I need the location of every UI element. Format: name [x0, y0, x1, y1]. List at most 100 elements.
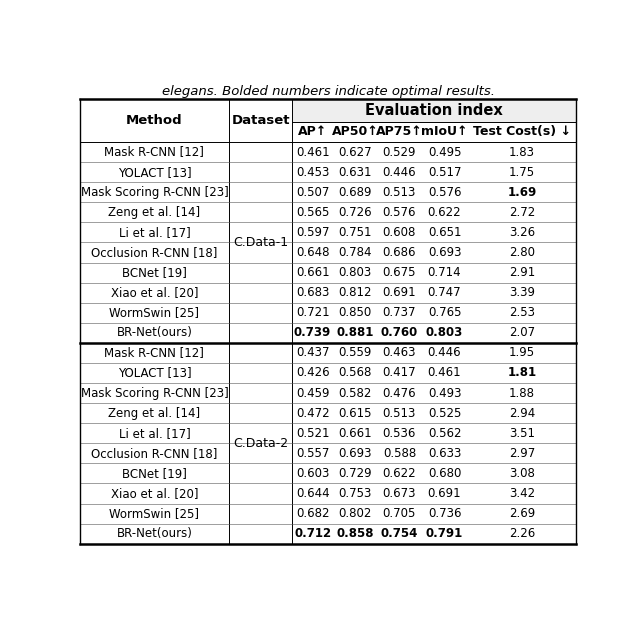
- Text: 0.459: 0.459: [296, 387, 330, 400]
- Text: 0.737: 0.737: [383, 306, 416, 319]
- Text: 0.446: 0.446: [383, 166, 416, 179]
- Text: YOLACT [13]: YOLACT [13]: [118, 366, 191, 379]
- Text: 3.39: 3.39: [509, 286, 535, 299]
- Text: WormSwin [25]: WormSwin [25]: [109, 306, 200, 319]
- Text: AP50↑: AP50↑: [332, 126, 379, 139]
- Text: 0.461: 0.461: [296, 145, 330, 158]
- Text: 0.559: 0.559: [339, 347, 372, 360]
- Text: Mask Scoring R-CNN [23]: Mask Scoring R-CNN [23]: [81, 186, 228, 199]
- Text: 0.675: 0.675: [383, 266, 416, 279]
- Text: 0.791: 0.791: [426, 527, 463, 540]
- Text: 0.651: 0.651: [428, 226, 461, 239]
- Text: elegans. Bolded numbers indicate optimal results.: elegans. Bolded numbers indicate optimal…: [161, 85, 495, 98]
- Text: BR-Net(ours): BR-Net(ours): [116, 326, 193, 339]
- Text: YOLACT [13]: YOLACT [13]: [118, 166, 191, 179]
- Text: 0.608: 0.608: [383, 226, 416, 239]
- Text: 2.72: 2.72: [509, 206, 535, 219]
- Text: 1.81: 1.81: [508, 366, 536, 379]
- Text: C.Data-2: C.Data-2: [233, 437, 288, 450]
- Text: 0.729: 0.729: [339, 467, 372, 480]
- Text: 1.88: 1.88: [509, 387, 535, 400]
- Text: 0.673: 0.673: [383, 487, 416, 500]
- Text: 0.693: 0.693: [339, 447, 372, 460]
- Text: 0.521: 0.521: [296, 426, 330, 439]
- Text: 0.661: 0.661: [339, 426, 372, 439]
- Text: Mask R-CNN [12]: Mask R-CNN [12]: [104, 347, 204, 360]
- Text: 0.536: 0.536: [383, 426, 416, 439]
- Text: 0.525: 0.525: [428, 407, 461, 420]
- Text: 0.739: 0.739: [294, 326, 332, 339]
- Text: 0.726: 0.726: [339, 206, 372, 219]
- Text: 0.682: 0.682: [296, 507, 330, 520]
- Text: AP↑: AP↑: [298, 126, 327, 139]
- Text: 0.648: 0.648: [296, 246, 330, 259]
- Text: 0.529: 0.529: [383, 145, 416, 158]
- Text: 2.94: 2.94: [509, 407, 535, 420]
- Text: 0.446: 0.446: [428, 347, 461, 360]
- Text: 0.463: 0.463: [383, 347, 416, 360]
- Text: 0.622: 0.622: [428, 206, 461, 219]
- Text: Mask Scoring R-CNN [23]: Mask Scoring R-CNN [23]: [81, 387, 228, 400]
- Text: 0.858: 0.858: [337, 527, 374, 540]
- Text: 0.765: 0.765: [428, 306, 461, 319]
- Text: Occlusion R-CNN [18]: Occlusion R-CNN [18]: [92, 447, 218, 460]
- Text: 0.576: 0.576: [428, 186, 461, 199]
- Text: 3.08: 3.08: [509, 467, 535, 480]
- Text: WormSwin [25]: WormSwin [25]: [109, 507, 200, 520]
- Text: Zeng et al. [14]: Zeng et al. [14]: [108, 206, 200, 219]
- Text: 2.91: 2.91: [509, 266, 535, 279]
- Text: 0.453: 0.453: [296, 166, 330, 179]
- Text: 2.26: 2.26: [509, 527, 535, 540]
- Text: 0.689: 0.689: [339, 186, 372, 199]
- Text: Li et al. [17]: Li et al. [17]: [118, 426, 190, 439]
- Text: BCNet [19]: BCNet [19]: [122, 266, 187, 279]
- Text: 1.69: 1.69: [508, 186, 536, 199]
- Text: 0.562: 0.562: [428, 426, 461, 439]
- Text: 0.753: 0.753: [339, 487, 372, 500]
- Text: BR-Net(ours): BR-Net(ours): [116, 527, 193, 540]
- Text: 0.582: 0.582: [339, 387, 372, 400]
- Text: 2.97: 2.97: [509, 447, 535, 460]
- Text: 1.75: 1.75: [509, 166, 535, 179]
- Text: 0.513: 0.513: [383, 407, 416, 420]
- Text: 0.680: 0.680: [428, 467, 461, 480]
- Text: Mask R-CNN [12]: Mask R-CNN [12]: [104, 145, 204, 158]
- Text: 0.693: 0.693: [428, 246, 461, 259]
- Text: 0.803: 0.803: [426, 326, 463, 339]
- Text: 0.747: 0.747: [428, 286, 461, 299]
- Text: 0.784: 0.784: [339, 246, 372, 259]
- Text: BCNet [19]: BCNet [19]: [122, 467, 187, 480]
- Text: 0.493: 0.493: [428, 387, 461, 400]
- Text: 0.712: 0.712: [294, 527, 331, 540]
- Text: 0.803: 0.803: [339, 266, 372, 279]
- Text: 0.568: 0.568: [339, 366, 372, 379]
- Text: Dataset: Dataset: [231, 114, 290, 127]
- Text: 0.644: 0.644: [296, 487, 330, 500]
- Text: 0.461: 0.461: [428, 366, 461, 379]
- Text: Zeng et al. [14]: Zeng et al. [14]: [108, 407, 200, 420]
- Text: 0.802: 0.802: [339, 507, 372, 520]
- Text: 0.760: 0.760: [381, 326, 418, 339]
- Text: 0.627: 0.627: [339, 145, 372, 158]
- Text: 0.557: 0.557: [296, 447, 330, 460]
- Text: 0.507: 0.507: [296, 186, 330, 199]
- Text: Xiao et al. [20]: Xiao et al. [20]: [111, 487, 198, 500]
- Text: mIoU↑: mIoU↑: [421, 126, 468, 139]
- Text: Method: Method: [126, 114, 182, 127]
- Text: 0.714: 0.714: [428, 266, 461, 279]
- Text: 2.07: 2.07: [509, 326, 535, 339]
- Text: 0.476: 0.476: [383, 387, 416, 400]
- Text: 0.517: 0.517: [428, 166, 461, 179]
- Text: 3.51: 3.51: [509, 426, 535, 439]
- Text: 0.622: 0.622: [383, 467, 416, 480]
- Text: 0.721: 0.721: [296, 306, 330, 319]
- Text: 0.683: 0.683: [296, 286, 330, 299]
- Text: 0.513: 0.513: [383, 186, 416, 199]
- Text: 0.686: 0.686: [383, 246, 416, 259]
- Text: 3.26: 3.26: [509, 226, 535, 239]
- Text: 3.42: 3.42: [509, 487, 535, 500]
- Text: 2.80: 2.80: [509, 246, 535, 259]
- Text: 0.691: 0.691: [428, 487, 461, 500]
- Text: 0.633: 0.633: [428, 447, 461, 460]
- Text: 0.426: 0.426: [296, 366, 330, 379]
